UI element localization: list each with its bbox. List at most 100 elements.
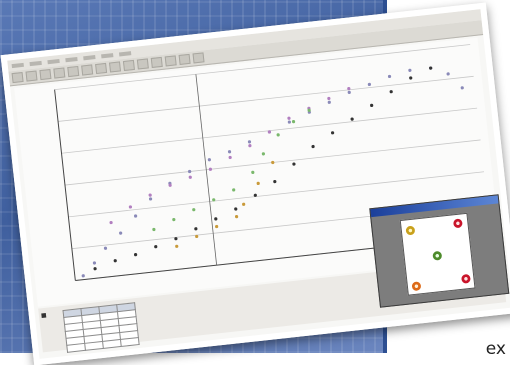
series-4-point [409,76,413,80]
series-4-point [174,237,178,241]
video-window[interactable] [369,194,510,308]
series-2-point [172,217,176,222]
menu-item[interactable] [47,58,60,64]
series-1-point [327,96,331,101]
vertical-cursor-line [195,74,218,266]
toolbar-button[interactable] [192,52,205,64]
series-3-point [271,160,275,165]
series-4-point [93,267,97,271]
series-1-point [228,155,232,160]
series-0-point [327,100,331,104]
series-2-point [291,120,296,124]
series-3-point [256,181,260,185]
series-0-point [287,120,291,124]
tracking-marker [460,273,471,284]
tracking-marker [432,250,443,261]
series-0-point [347,90,351,94]
table-cell[interactable] [66,343,86,353]
series-0-point [148,197,153,201]
series-4-point [330,131,335,135]
series-4-point [273,179,277,184]
toolbar-button[interactable] [39,68,52,81]
series-4-point [370,103,374,108]
y-axis [54,89,76,281]
series-3-point [215,224,219,229]
series-1-point [347,86,351,91]
series-0-point [387,74,392,79]
tracking-marker [411,281,422,292]
series-4-point [113,259,117,263]
menu-item[interactable] [11,62,24,68]
toolbar-button[interactable] [11,71,24,84]
table-cell[interactable] [102,339,122,349]
series-4-point [234,207,238,211]
series-0-point [446,72,450,76]
toolbar-button[interactable] [67,65,80,78]
series-1-point [208,167,213,171]
tracking-marker [405,225,416,236]
menu-item[interactable] [118,50,132,56]
menu-item[interactable] [65,56,78,62]
series-1-point [148,193,152,197]
toolbar-button[interactable] [81,64,94,76]
corner-text: ex [485,339,506,359]
grid-line [58,75,474,122]
table-cell[interactable] [84,341,104,351]
series-4-point [350,117,354,121]
series-0-point [207,158,211,162]
results-table [62,302,140,353]
series-4-point [134,253,138,257]
series-0-point [460,86,464,90]
series-2-point [261,152,266,156]
series-4-point [429,66,433,70]
series-0-point [227,150,232,154]
toolbar-button[interactable] [150,56,163,69]
toolbar-button[interactable] [109,61,122,73]
series-4-point [154,245,158,249]
series-2-point [251,170,255,174]
series-1-point [109,220,113,225]
series-4-point [214,217,218,221]
series-4-point [292,162,296,166]
series-0-point [81,274,85,278]
series-0-point [92,261,97,265]
series-0-point [188,169,192,174]
menu-item[interactable] [83,54,96,60]
menu-item[interactable] [29,60,42,66]
series-2-point [212,198,216,202]
series-3-point [195,234,199,239]
series-3-point [234,215,239,219]
series-2-point [307,108,311,112]
series-0-point [119,231,123,235]
series-1-point [287,116,291,120]
series-0-point [134,214,138,218]
series-3-point [242,202,246,206]
toolbar-button[interactable] [122,59,135,72]
toolbar-button[interactable] [164,55,177,67]
series-1-point [267,130,272,134]
series-1-point [168,183,172,187]
toolbar-button[interactable] [136,58,149,70]
menu-item[interactable] [101,52,114,58]
series-1-point [248,144,252,148]
series-3-point [175,244,179,248]
series-2-point [192,208,196,212]
series-4-point [311,144,315,149]
series-0-point [367,82,371,87]
series-2-point [232,188,236,192]
tracking-marker [452,218,463,229]
series-4-point [194,227,198,231]
toolbar-button[interactable] [25,70,38,82]
toolbar-button[interactable] [95,62,108,75]
series-4-point [253,193,257,197]
series-0-point [247,140,252,144]
table-cell[interactable] [120,337,140,347]
toolbar-button[interactable] [178,53,191,65]
series-4-point [389,90,393,94]
series-1-point [128,205,133,209]
series-0-point [408,68,412,72]
series-2-point [276,133,280,137]
series-1-point [188,175,192,179]
series-2-point [152,227,156,232]
toolbar-button[interactable] [53,67,66,79]
